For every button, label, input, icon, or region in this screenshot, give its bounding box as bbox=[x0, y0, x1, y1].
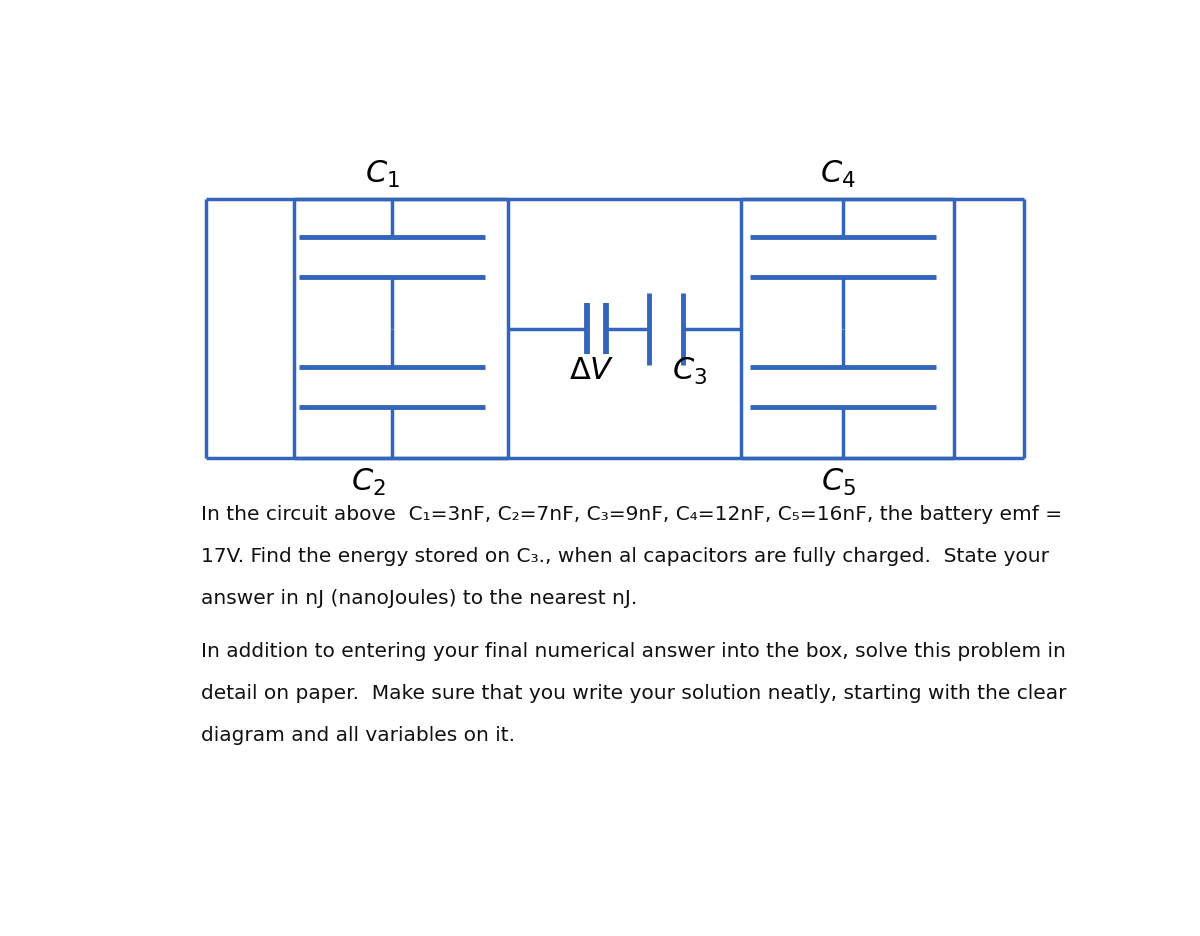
Text: $C_1$: $C_1$ bbox=[365, 159, 400, 190]
Text: In addition to entering your final numerical answer into the box, solve this pro: In addition to entering your final numer… bbox=[202, 642, 1066, 661]
Text: $C_3$: $C_3$ bbox=[672, 356, 707, 387]
Text: In the circuit above  C₁=3nF, C₂=7nF, C₃=9nF, C₄=12nF, C₅=16nF, the battery emf : In the circuit above C₁=3nF, C₂=7nF, C₃=… bbox=[202, 505, 1062, 524]
Text: detail on paper.  Make sure that you write your solution neatly, starting with t: detail on paper. Make sure that you writ… bbox=[202, 684, 1067, 703]
Text: $C_2$: $C_2$ bbox=[352, 467, 386, 498]
Text: answer in nJ (nanoJoules) to the nearest nJ.: answer in nJ (nanoJoules) to the nearest… bbox=[202, 589, 637, 607]
Text: diagram and all variables on it.: diagram and all variables on it. bbox=[202, 725, 515, 745]
Text: $C_5$: $C_5$ bbox=[821, 467, 856, 498]
Text: 17V. Find the energy stored on C₃., when al capacitors are fully charged.  State: 17V. Find the energy stored on C₃., when… bbox=[202, 547, 1049, 566]
Text: $C_4$: $C_4$ bbox=[821, 159, 856, 190]
Text: $\Delta V$: $\Delta V$ bbox=[569, 356, 614, 385]
